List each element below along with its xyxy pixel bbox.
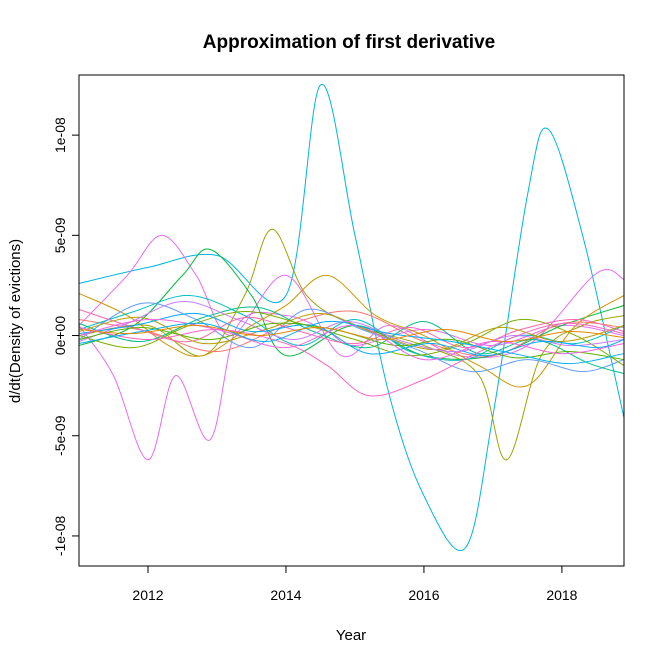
series-line-1 bbox=[78, 84, 625, 551]
plot-area-border bbox=[78, 74, 625, 567]
chart-title: Approximation of first derivative bbox=[203, 32, 495, 53]
x-tick-label: 2018 bbox=[546, 587, 577, 603]
series-line-18 bbox=[78, 318, 625, 361]
y-tick-label: 0e+00 bbox=[52, 316, 68, 356]
series-line-17 bbox=[78, 322, 625, 361]
series-line-5 bbox=[78, 248, 625, 360]
y-axis-label: d/dt(Density of evictions) bbox=[7, 239, 24, 403]
series-line-6 bbox=[78, 274, 625, 388]
series-line-9 bbox=[78, 302, 625, 373]
series-line-12 bbox=[78, 309, 625, 349]
y-tick-label: 1e-08 bbox=[52, 117, 68, 153]
y-tick-label: -1e-08 bbox=[52, 515, 68, 556]
series-line-20 bbox=[78, 325, 625, 343]
series-line-11 bbox=[78, 310, 625, 367]
series-line-10 bbox=[78, 306, 625, 375]
y-tick-label: -5e-09 bbox=[52, 415, 68, 456]
x-axis: 2012 2014 2016 2018 bbox=[132, 565, 578, 603]
series-line-15 bbox=[78, 322, 625, 397]
x-tick-label: 2012 bbox=[132, 587, 163, 603]
y-axis: -1e-08 -5e-09 0e+00 5e-09 1e-08 bbox=[52, 117, 80, 556]
x-axis-label: Year bbox=[336, 627, 366, 644]
series-line-8 bbox=[78, 294, 625, 361]
series-line-13 bbox=[78, 312, 625, 351]
series-line-14 bbox=[78, 300, 625, 353]
y-tick-label: 5e-09 bbox=[52, 217, 68, 253]
series-layer bbox=[78, 84, 625, 551]
series-line-19 bbox=[78, 320, 625, 365]
x-tick-label: 2016 bbox=[408, 587, 439, 603]
series-line-2 bbox=[78, 311, 625, 461]
x-tick-label: 2014 bbox=[270, 587, 301, 603]
series-line-16 bbox=[78, 312, 625, 357]
